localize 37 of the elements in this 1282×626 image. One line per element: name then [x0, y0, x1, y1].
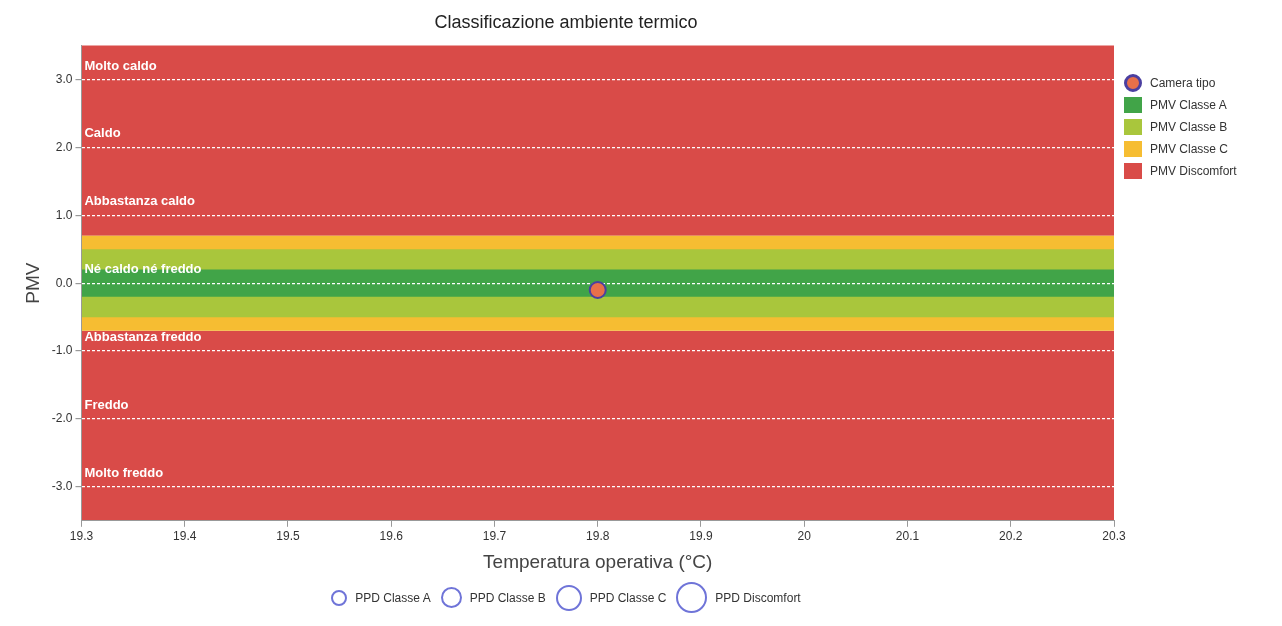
x-tick-label: 20.2 — [999, 529, 1023, 544]
annotation: Abbastanza freddo — [84, 329, 202, 345]
x-tick-label: 20.3 — [1102, 529, 1126, 544]
x-tick-label: 20.1 — [895, 529, 920, 544]
legend-label: PMV Classe A — [1150, 98, 1227, 112]
text: PPD Discomfort — [715, 590, 801, 605]
annotation: Molto caldo — [84, 57, 157, 73]
y-axis-title: PMV — [21, 262, 43, 304]
band-label: PMV Discomfort — [1150, 164, 1237, 178]
legend-label: PPD Classe A — [355, 590, 431, 605]
y-tick-label: 0.0 — [55, 275, 73, 290]
legend-label: PPD Classe B — [469, 590, 546, 605]
x-tick-label: 19.8 — [586, 529, 610, 544]
x-tick-label: 19.9 — [689, 529, 713, 544]
legend-label: PPD Classe C — [589, 590, 667, 605]
chart-title: Classificazione ambiente termico — [434, 11, 698, 32]
annotation: Né caldo né freddo — [84, 261, 202, 277]
x-tick-label: 19.5 — [276, 529, 300, 544]
x-tick-label: 20 — [797, 529, 812, 544]
x-tick-label: 19.4 — [173, 529, 197, 544]
x-tick-label: 19.6 — [379, 529, 404, 544]
annotation: Molto freddo — [84, 464, 164, 480]
x-axis-title: Temperatura operativa (°C) — [483, 550, 713, 572]
y-tick-label: -1.0 — [51, 343, 73, 358]
y-tick-label: -3.0 — [51, 479, 73, 494]
annotation: Freddo — [84, 396, 129, 412]
x-tick-label: 19.3 — [69, 529, 94, 544]
y-tick-label: 3.0 — [55, 71, 73, 86]
y-tick-label: -2.0 — [51, 411, 73, 426]
y-tick-label: 1.0 — [55, 207, 73, 222]
legend-label: Camera tipo — [1150, 76, 1216, 90]
annotation: Abbastanza caldo — [84, 193, 196, 209]
legend-label: PMV Classe C — [1150, 142, 1229, 156]
legend-label: PMV Classe B — [1150, 120, 1228, 134]
y-tick-label: 2.0 — [55, 139, 73, 154]
x-tick-label: 19.7 — [482, 529, 507, 544]
annotation: Caldo — [84, 125, 121, 141]
